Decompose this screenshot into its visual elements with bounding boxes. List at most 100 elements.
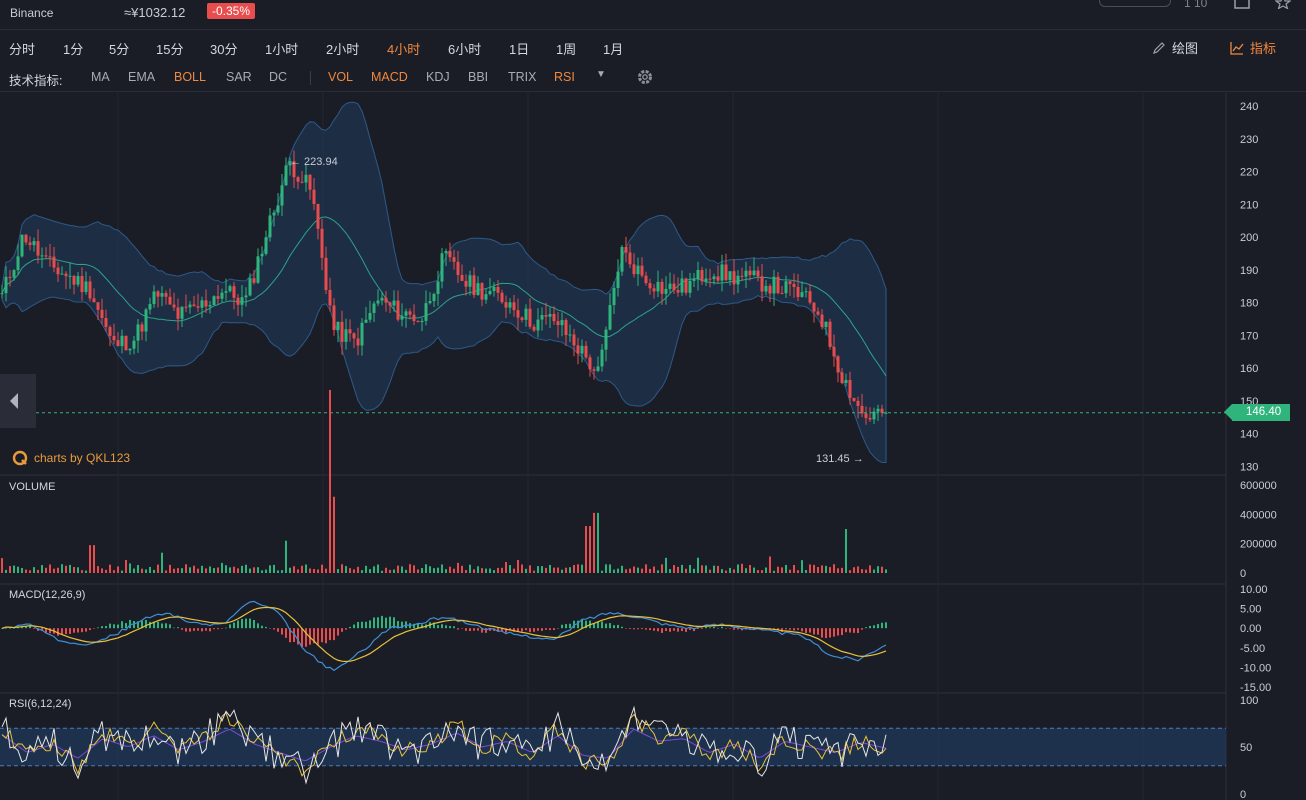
volume-bar — [309, 568, 311, 573]
volume-bar — [457, 562, 459, 573]
candle-body — [680, 278, 684, 293]
axis-tick-label: 220 — [1240, 167, 1258, 179]
gear-icon[interactable] — [636, 68, 654, 86]
volume-bar — [809, 564, 811, 573]
macd-histogram-bar — [57, 628, 59, 636]
exchange-name: Binance — [10, 6, 54, 20]
candle-body — [692, 279, 696, 281]
indicator-trix[interactable]: TRIX — [508, 70, 537, 84]
volume-bar — [877, 566, 879, 573]
volume-bar — [157, 564, 159, 573]
volume-bar — [361, 570, 363, 573]
volume-bar — [221, 562, 223, 573]
star-icon[interactable] — [1275, 0, 1291, 9]
macd-histogram-bar — [469, 628, 471, 632]
interval-tab[interactable]: 分时 — [9, 42, 36, 57]
indicator-ma[interactable]: MA — [91, 70, 110, 84]
macd-histogram-bar — [373, 617, 375, 629]
candle-body — [48, 256, 52, 258]
candle-body — [720, 264, 724, 281]
volume-bar — [237, 568, 239, 573]
macd-histogram-bar — [541, 628, 543, 631]
volume-bar — [201, 565, 203, 573]
macd-histogram-bar — [625, 628, 627, 629]
indicator-ema[interactable]: EMA — [128, 70, 156, 84]
rsi-12-line — [1, 711, 887, 777]
candle-body — [140, 324, 144, 332]
indicator-bar: 技术指标: MA EMA BOLL SAR DC VOL MACD KDJ BB… — [0, 62, 1306, 92]
indicator-tool-button[interactable]: 指标 — [1230, 38, 1276, 57]
candle-body — [340, 321, 344, 342]
macd-histogram-bar — [161, 623, 163, 629]
candle-body — [588, 357, 592, 370]
volume-bar — [681, 564, 683, 573]
volume-bar — [673, 565, 675, 573]
volume-bar — [521, 564, 523, 573]
draw-tool-button[interactable]: 绘图 — [1152, 38, 1198, 57]
indicator-sar[interactable]: SAR — [226, 70, 252, 84]
volume-bar — [601, 570, 603, 573]
interval-tab[interactable]: 2小时 — [326, 42, 360, 57]
macd-histogram-bar — [401, 621, 403, 629]
interval-tab[interactable]: 30分 — [210, 42, 238, 57]
axis-tick-label: 100 — [1240, 695, 1258, 707]
indicator-boll[interactable]: BOLL — [174, 70, 206, 84]
indicator-bbi[interactable]: BBI — [468, 70, 489, 84]
volume-bar — [85, 570, 87, 573]
candle-body — [240, 297, 244, 305]
candle-body — [876, 408, 880, 412]
parameter-pill-button[interactable] — [1099, 0, 1171, 7]
interval-tab[interactable]: 1日 — [509, 42, 530, 57]
volume-bar — [473, 569, 475, 573]
interval-tab[interactable]: 1小时 — [265, 42, 299, 57]
indicator-dc[interactable]: DC — [269, 70, 288, 84]
volume-bar — [117, 566, 119, 573]
volume-bar — [381, 570, 383, 573]
interval-tab[interactable]: 15分 — [156, 42, 184, 57]
volume-bar — [329, 389, 331, 573]
volume-bar — [165, 570, 167, 573]
interval-tab[interactable]: 6小时 — [448, 42, 482, 57]
indicator-rsi[interactable]: RSI — [554, 70, 575, 84]
macd-histogram-bar — [289, 628, 291, 643]
volume-bar — [5, 569, 7, 573]
candle-body — [332, 305, 336, 331]
volume-bar — [297, 569, 299, 573]
volume-bar — [777, 566, 779, 573]
interval-tab[interactable]: 5分 — [109, 42, 130, 57]
volume-bar — [565, 567, 567, 573]
candle-body — [360, 322, 364, 346]
macd-histogram-bar — [77, 628, 79, 633]
volume-bar — [785, 564, 787, 573]
volume-bar — [605, 564, 607, 573]
candle-body — [768, 285, 772, 294]
indicator-vol[interactable]: VOL — [328, 70, 354, 84]
volume-bar — [485, 568, 487, 573]
candle-body — [572, 334, 576, 346]
fullscreen-icon[interactable] — [1234, 0, 1250, 9]
candle-body — [196, 306, 200, 308]
interval-tab[interactable]: 1周 — [556, 42, 577, 57]
collapse-panel-button[interactable] — [0, 374, 36, 428]
qkl-logo-icon — [12, 450, 28, 466]
macd-histogram-bar — [621, 626, 623, 629]
indicator-kdj[interactable]: KDJ — [426, 70, 450, 84]
volume-bar — [285, 540, 287, 573]
caret-down-icon[interactable]: ▼ — [596, 69, 606, 80]
macd-histogram-bar — [21, 626, 23, 629]
volume-bar — [301, 565, 303, 573]
macd-histogram-bar — [533, 628, 535, 632]
volume-bar — [537, 566, 539, 573]
interval-tab[interactable]: 1分 — [63, 42, 84, 57]
volume-bar — [101, 568, 103, 573]
rsi-title: RSI(6,12,24) — [9, 698, 71, 710]
interval-tab[interactable]: 4小时 — [387, 42, 421, 57]
indicator-macd[interactable]: MACD — [371, 70, 408, 84]
chart-grid — [0, 93, 1227, 800]
interval-tab[interactable]: 1月 — [603, 42, 624, 57]
chart-canvas[interactable]: 2402302202102001901801701601501401306000… — [0, 93, 1306, 800]
candle-body — [748, 270, 752, 276]
macd-histogram-bar — [577, 620, 579, 629]
volume-bar — [209, 566, 211, 573]
volume-bar — [233, 566, 235, 573]
